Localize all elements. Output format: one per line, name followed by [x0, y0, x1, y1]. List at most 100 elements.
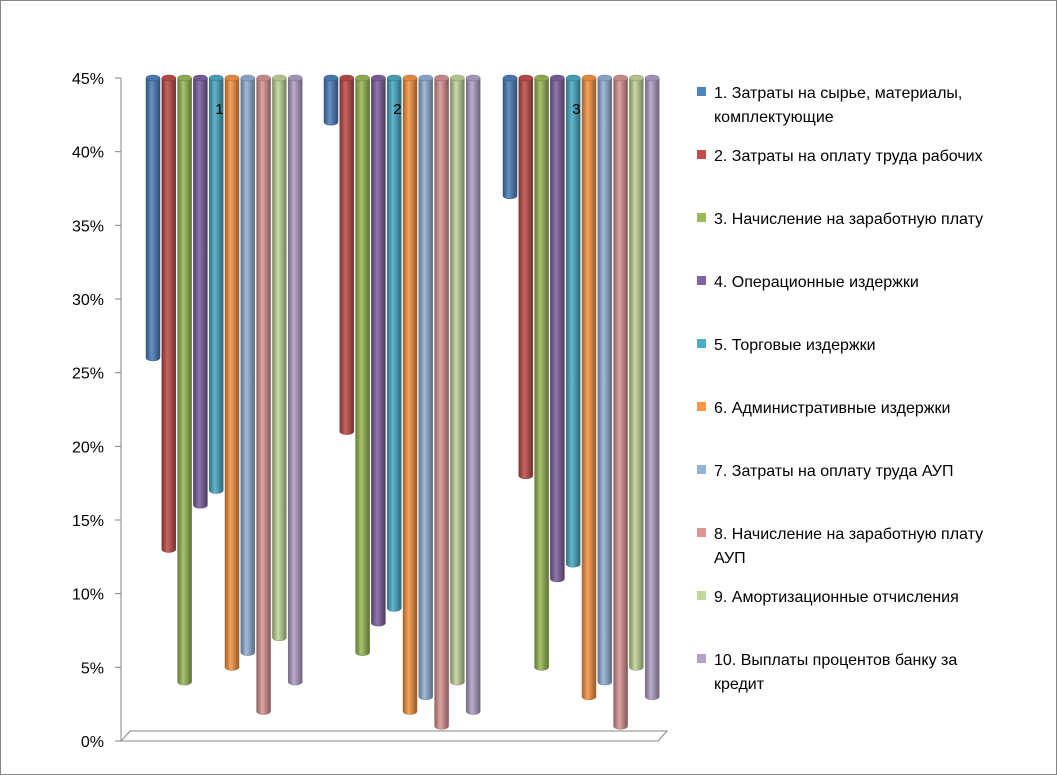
bar — [465, 74, 481, 715]
bar — [402, 74, 418, 715]
bar — [145, 74, 161, 362]
bar — [534, 74, 549, 671]
bar-body — [534, 77, 549, 671]
bar-body — [644, 77, 660, 701]
bar-top-cap — [272, 74, 287, 82]
legend-item: 7. Затраты на оплату труда АУП — [697, 463, 953, 480]
bar-top-cap — [161, 74, 177, 82]
bar — [502, 74, 518, 200]
legend-label: 2. Затраты на оплату труда рабочих — [714, 148, 983, 165]
bar — [518, 74, 534, 480]
bar-top-cap — [565, 74, 581, 82]
bar-body — [193, 77, 208, 509]
bar — [434, 74, 449, 730]
bar-top-cap — [193, 74, 208, 82]
legend-swatch — [697, 402, 706, 411]
bar — [287, 74, 303, 686]
bar-body — [161, 77, 177, 553]
legend-label: 10. Выплаты процентов банку за — [714, 652, 957, 669]
bar — [613, 74, 628, 730]
bar-top-cap — [323, 74, 339, 82]
y-tick-label: 30% — [72, 292, 104, 309]
bar-body — [402, 77, 418, 715]
bar — [224, 74, 240, 671]
legend-label: 9. Амортизационные отчисления — [714, 589, 959, 606]
bar-body — [550, 77, 565, 583]
bar-body — [177, 77, 192, 686]
legend-swatch — [697, 339, 706, 348]
legend-label: 7. Затраты на оплату труда АУП — [714, 463, 953, 480]
legend-swatch — [697, 213, 706, 222]
legend-item: 3. Начисление на заработную плату — [697, 211, 983, 228]
bar — [581, 74, 597, 701]
bar-top-cap — [371, 74, 386, 82]
bar-body — [565, 77, 581, 568]
legend-item: 1. Затраты на сырье, материалы, комплекту… — [697, 85, 962, 126]
y-axis: 0% 5% 10% 15% 20% 25% 30% 35% 40% 45% — [72, 71, 122, 751]
bar — [177, 74, 192, 686]
bar-body — [386, 77, 402, 612]
bar — [644, 74, 660, 701]
chart-floor — [119, 730, 669, 742]
legend-label: 8. Начисление на заработную плату — [714, 526, 983, 543]
bar-body — [287, 77, 303, 686]
legend-label: 4. Операционные издержки — [714, 274, 919, 291]
bar — [565, 74, 581, 568]
bar — [629, 74, 644, 671]
bar-body — [434, 77, 449, 730]
bar-body — [418, 77, 434, 701]
bar-top-cap — [518, 74, 534, 82]
bar-body — [208, 77, 224, 494]
bar-body — [272, 77, 287, 642]
y-tick-label: 45% — [72, 71, 104, 88]
bar-top-cap — [629, 74, 644, 82]
legend-swatch — [697, 591, 706, 600]
bar — [450, 74, 465, 686]
bar-top-cap — [418, 74, 434, 82]
bars — [145, 74, 660, 730]
legend-item: 4. Операционные издержки — [697, 274, 919, 291]
legend-item: 9. Амортизационные отчисления — [697, 589, 959, 606]
bar-body — [371, 77, 386, 627]
bar-top-cap — [208, 74, 224, 82]
bar-body — [355, 77, 370, 656]
legend-item: 5. Торговые издержки — [697, 337, 876, 354]
bar-top-cap — [386, 74, 402, 82]
bar-body — [224, 77, 240, 671]
legend-swatch — [697, 465, 706, 474]
bar-top-cap — [177, 74, 192, 82]
bar-body — [613, 77, 628, 730]
legend-swatch — [697, 654, 706, 663]
bar-top-cap — [450, 74, 465, 82]
y-tick-label: 0% — [81, 734, 104, 751]
category-label: 2 — [393, 101, 401, 118]
bar — [418, 74, 434, 701]
bar-body — [581, 77, 597, 701]
legend-swatch — [697, 276, 706, 285]
bar-top-cap — [434, 74, 449, 82]
bar-body — [629, 77, 644, 671]
legend-item: 10. Выплаты процентов банку за кредит — [697, 652, 957, 693]
bar-body — [465, 77, 481, 715]
bar-top-cap — [256, 74, 271, 82]
bar-body — [502, 77, 518, 200]
bar — [323, 74, 339, 126]
legend-item: 2. Затраты на оплату труда рабочих — [697, 148, 983, 165]
category-label: 3 — [572, 101, 580, 118]
bar — [371, 74, 386, 627]
bar — [339, 74, 355, 435]
bar-top-cap — [581, 74, 597, 82]
legend-label: 1. Затраты на сырье, материалы, — [714, 85, 962, 102]
legend-label: 3. Начисление на заработную плату — [714, 211, 983, 228]
legend-item: 6. Административные издержки — [697, 400, 950, 417]
y-tick-label: 25% — [72, 366, 104, 383]
bar-top-cap — [597, 74, 613, 82]
y-tick-label: 10% — [72, 587, 104, 604]
y-tick-label: 5% — [81, 660, 104, 677]
y-tick-label: 35% — [72, 218, 104, 235]
bar-body — [145, 77, 161, 362]
y-tick-label: 20% — [72, 439, 104, 456]
bar — [355, 74, 370, 656]
bar-body — [323, 77, 339, 126]
